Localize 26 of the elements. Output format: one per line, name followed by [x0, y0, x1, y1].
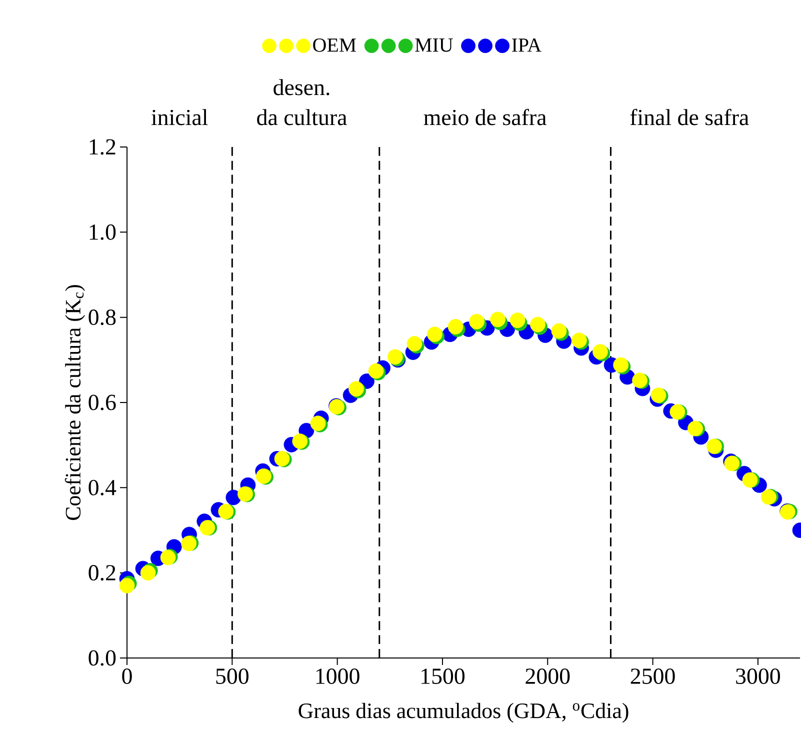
- x-axis-title: Graus dias acumulados (GDA, $^{o}$Cdia): [298, 702, 628, 723]
- y-tick-label: 0.6: [88, 394, 116, 410]
- y-tick-label: 0.4: [88, 480, 116, 496]
- x-tick-label: 1500: [422, 668, 465, 684]
- text: da cultura: [257, 109, 347, 126]
- text: desen.: [274, 79, 330, 96]
- y-tick-label: 0.2: [88, 565, 116, 581]
- legend-label: OEM: [313, 38, 356, 52]
- x-tick-label: 2500: [630, 668, 675, 684]
- text: inicial: [151, 109, 208, 126]
- point: [510, 312, 526, 328]
- y-tick-label: 0.0: [88, 650, 116, 666]
- text: final de safra: [630, 108, 749, 126]
- y-tick-label: 1.2: [90, 139, 116, 155]
- y-tick-label: 0.8: [88, 310, 116, 326]
- point: [490, 312, 506, 328]
- x-tick-label: 3000: [736, 668, 780, 684]
- x-tick-label: 500: [216, 668, 248, 684]
- legend-label: MIU: [415, 38, 453, 52]
- text: meio de safra: [424, 108, 546, 126]
- legend-label: IPA: [512, 38, 542, 52]
- x-tick-label: 0: [122, 668, 132, 684]
- x-tick-label: 2000: [526, 668, 570, 684]
- y-tick-label: 1.0: [90, 224, 116, 240]
- x-tick-label: 1000: [316, 668, 360, 684]
- y-axis-title: Coeficiente da cultura (K$_{c}$): [64, 285, 86, 520]
